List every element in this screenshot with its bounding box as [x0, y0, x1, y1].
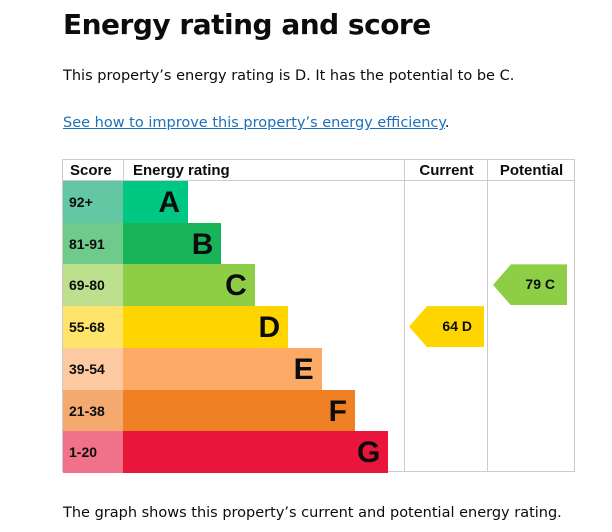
band-row-a: 92+ A: [63, 181, 393, 223]
header-score: Score: [63, 160, 123, 181]
band-row-g: 1-20 G: [63, 431, 393, 474]
band-row-d: 55-68 D: [63, 306, 393, 349]
header-current: Current: [405, 160, 488, 181]
band-bar: F: [123, 389, 355, 432]
current-rating-arrow: 64 D: [409, 306, 484, 348]
potential-rating-arrow: 79 C: [493, 264, 567, 306]
divider: [404, 160, 405, 471]
improve-link-line: See how to improve this property’s energ…: [63, 115, 450, 131]
header-energy-rating: Energy rating: [123, 160, 466, 181]
improve-efficiency-link[interactable]: See how to improve this property’s energ…: [63, 115, 445, 131]
band-row-b: 81-91 B: [63, 222, 393, 265]
band-score: 55-68: [63, 306, 123, 349]
band-bar: E: [123, 347, 322, 390]
band-bar: B: [123, 222, 222, 265]
header-potential: Potential: [488, 160, 575, 181]
band-score: 69-80: [63, 264, 123, 307]
energy-rating-chart: Score Energy rating Current Potential 92…: [62, 159, 575, 474]
band-bar: D: [123, 306, 289, 349]
chart-caption: The graph shows this property’s current …: [63, 505, 562, 521]
band-score: 92+: [63, 181, 123, 223]
link-suffix: .: [444, 115, 450, 131]
band-score: 81-91: [63, 222, 123, 265]
band-score: 39-54: [63, 347, 123, 390]
band-bar: G: [123, 431, 389, 474]
page-title: Energy rating and score: [63, 8, 431, 41]
band-bar: C: [123, 264, 255, 307]
band-score: 21-38: [63, 389, 123, 432]
divider: [123, 160, 124, 181]
band-bar: A: [123, 181, 188, 223]
band-row-c: 69-80 C: [63, 264, 393, 307]
band-score: 1-20: [63, 431, 123, 474]
band-row-e: 39-54 E: [63, 347, 393, 390]
band-row-f: 21-38 F: [63, 389, 393, 432]
rating-summary: This property’s energy rating is D. It h…: [63, 68, 515, 84]
divider: [487, 160, 488, 471]
